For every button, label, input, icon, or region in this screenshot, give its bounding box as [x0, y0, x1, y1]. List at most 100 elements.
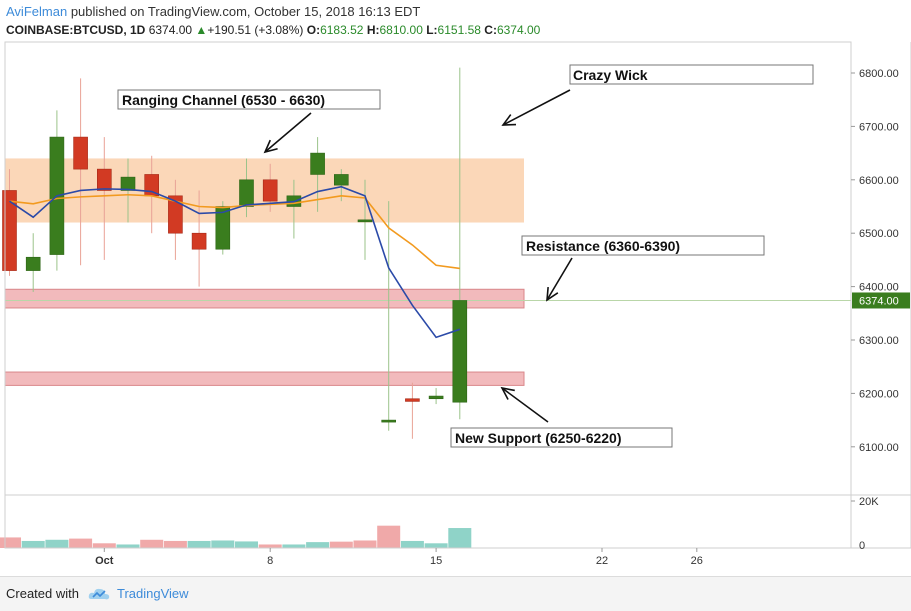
price-tick-label: 6600.00 — [859, 175, 899, 187]
price-tick-label: 6700.00 — [859, 121, 899, 133]
annotation-box — [117, 89, 381, 110]
close-label: C: — [484, 23, 497, 37]
candle-body — [333, 174, 349, 186]
annotations-layer: Crazy Wick Ranging Channel (6530 - 6630) R… — [117, 64, 814, 448]
candle — [215, 201, 231, 255]
candle — [25, 233, 41, 292]
tradingview-cloud-icon[interactable] — [88, 586, 112, 602]
candle-body — [73, 136, 88, 170]
high-value: 6810.00 — [379, 23, 423, 37]
zone-sr — [4, 288, 525, 309]
change-arrow-icon: ▲ — [195, 23, 208, 37]
tradingview-link[interactable]: TradingView — [117, 586, 189, 601]
current-price-tag — [852, 292, 910, 309]
open-value: 6183.52 — [320, 23, 364, 37]
current-price-label: 6374.00 — [859, 295, 899, 307]
candle-body — [25, 256, 41, 271]
time-tick-label: 26 — [691, 555, 703, 567]
time-tick-label: 22 — [596, 555, 608, 567]
close-value: 6374.00 — [496, 23, 541, 37]
volume-bar — [163, 540, 187, 548]
volume-bar — [400, 540, 424, 548]
candles-layer — [2, 67, 468, 439]
annotation-label: Resistance (6360-6390) — [526, 238, 680, 254]
annotation: Ranging Channel (6530 - 6630) — [117, 89, 381, 154]
candle — [357, 179, 373, 260]
volume-bar — [282, 544, 306, 548]
volume-bar — [329, 541, 353, 548]
price-tick-label: 6400.00 — [859, 282, 899, 294]
candle — [381, 201, 397, 431]
candle-body — [310, 152, 325, 175]
price-change: +190.51 (+3.08%) — [207, 23, 304, 37]
time-tick-label: 8 — [267, 555, 273, 567]
low-label: L: — [426, 23, 438, 37]
time-tick-label: 15 — [430, 555, 442, 567]
created-with-text: Created with — [6, 586, 79, 601]
volume-bar — [424, 543, 448, 548]
volume-tick-label: 20K — [859, 496, 879, 508]
time-tick-label: Oct — [95, 555, 114, 567]
volume-bar — [92, 543, 116, 548]
candle — [262, 163, 278, 212]
candle — [97, 137, 112, 260]
price-tick-label: 6500.00 — [859, 228, 899, 240]
annotation: Resistance (6360-6390) — [521, 235, 765, 302]
annotation: Crazy Wick — [501, 64, 814, 126]
candle-body — [120, 176, 136, 191]
candle-body — [405, 398, 420, 402]
footer-bar: Created with TradingView — [0, 576, 911, 611]
price-tick-label: 6300.00 — [859, 335, 899, 347]
symbol-label: COINBASE:BTCUSD, 1D — [6, 23, 146, 37]
volume-bar — [21, 540, 45, 548]
candle — [239, 158, 254, 218]
annotation-box — [569, 64, 814, 85]
ema-fast-line — [9, 185, 461, 339]
volume-bar — [0, 537, 21, 548]
candle-body — [97, 168, 112, 191]
volume-bar — [187, 540, 211, 548]
annotation-label: Crazy Wick — [573, 67, 648, 83]
candle-body — [168, 195, 183, 234]
candle — [120, 158, 136, 223]
candle — [452, 67, 468, 420]
arrow-line — [546, 257, 573, 301]
candle — [428, 388, 444, 405]
volume-bar — [211, 540, 235, 548]
zone-sr — [4, 371, 525, 386]
price-tick-label: 6800.00 — [859, 68, 899, 80]
candle-body — [144, 174, 159, 197]
volume-bar — [448, 528, 472, 548]
candle-body — [239, 179, 254, 207]
price-chart[interactable]: 6800.00 6700.00 6600.00 6500.00 6400.00 6300.… — [0, 0, 911, 576]
candle — [73, 78, 88, 266]
arrow-head-icon — [500, 386, 515, 400]
publish-info: published on TradingView.com, October 15… — [70, 4, 421, 19]
candle — [2, 169, 17, 276]
volume-bar — [306, 542, 330, 548]
arrow-head-icon — [263, 139, 278, 154]
volume-bar — [45, 539, 69, 548]
last-price: 6374.00 — [148, 23, 193, 37]
candle-body — [2, 190, 17, 271]
chart-frame — [4, 41, 911, 549]
price-tick-label: 6100.00 — [859, 442, 899, 454]
author-name[interactable]: AviFelman — [6, 4, 68, 19]
annotation: New Support (6250-6220) — [450, 386, 673, 448]
arrow-head-icon — [546, 286, 559, 302]
candle — [49, 110, 65, 271]
ema-layer — [9, 185, 461, 339]
candle-body — [428, 395, 444, 400]
candle — [405, 382, 420, 439]
annotation-label: Ranging Channel (6530 - 6630) — [122, 92, 325, 108]
volume-layer — [0, 525, 472, 548]
volume-bar — [377, 525, 401, 548]
time-axis: Oct 8 15 22 26 — [95, 548, 703, 567]
open-label: O: — [306, 23, 321, 37]
candle-body — [262, 179, 278, 202]
publish-line: AviFelman published on TradingView.com, … — [6, 4, 420, 19]
volume-bar — [69, 538, 93, 548]
candle-body — [215, 206, 231, 250]
annotation-box — [450, 427, 673, 448]
arrow-line — [502, 89, 571, 126]
